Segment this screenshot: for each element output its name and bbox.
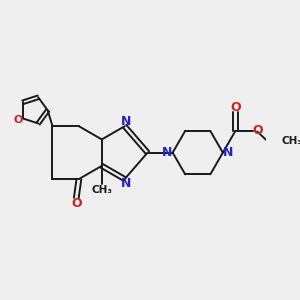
Text: O: O [230,100,241,114]
Text: N: N [162,146,172,159]
Text: CH₃: CH₃ [92,184,113,195]
Text: O: O [14,115,23,125]
Text: N: N [121,115,131,128]
Text: N: N [121,177,131,190]
Text: O: O [253,124,263,137]
Text: N: N [223,146,233,159]
Text: CH₃: CH₃ [282,136,300,146]
Text: O: O [71,197,82,210]
